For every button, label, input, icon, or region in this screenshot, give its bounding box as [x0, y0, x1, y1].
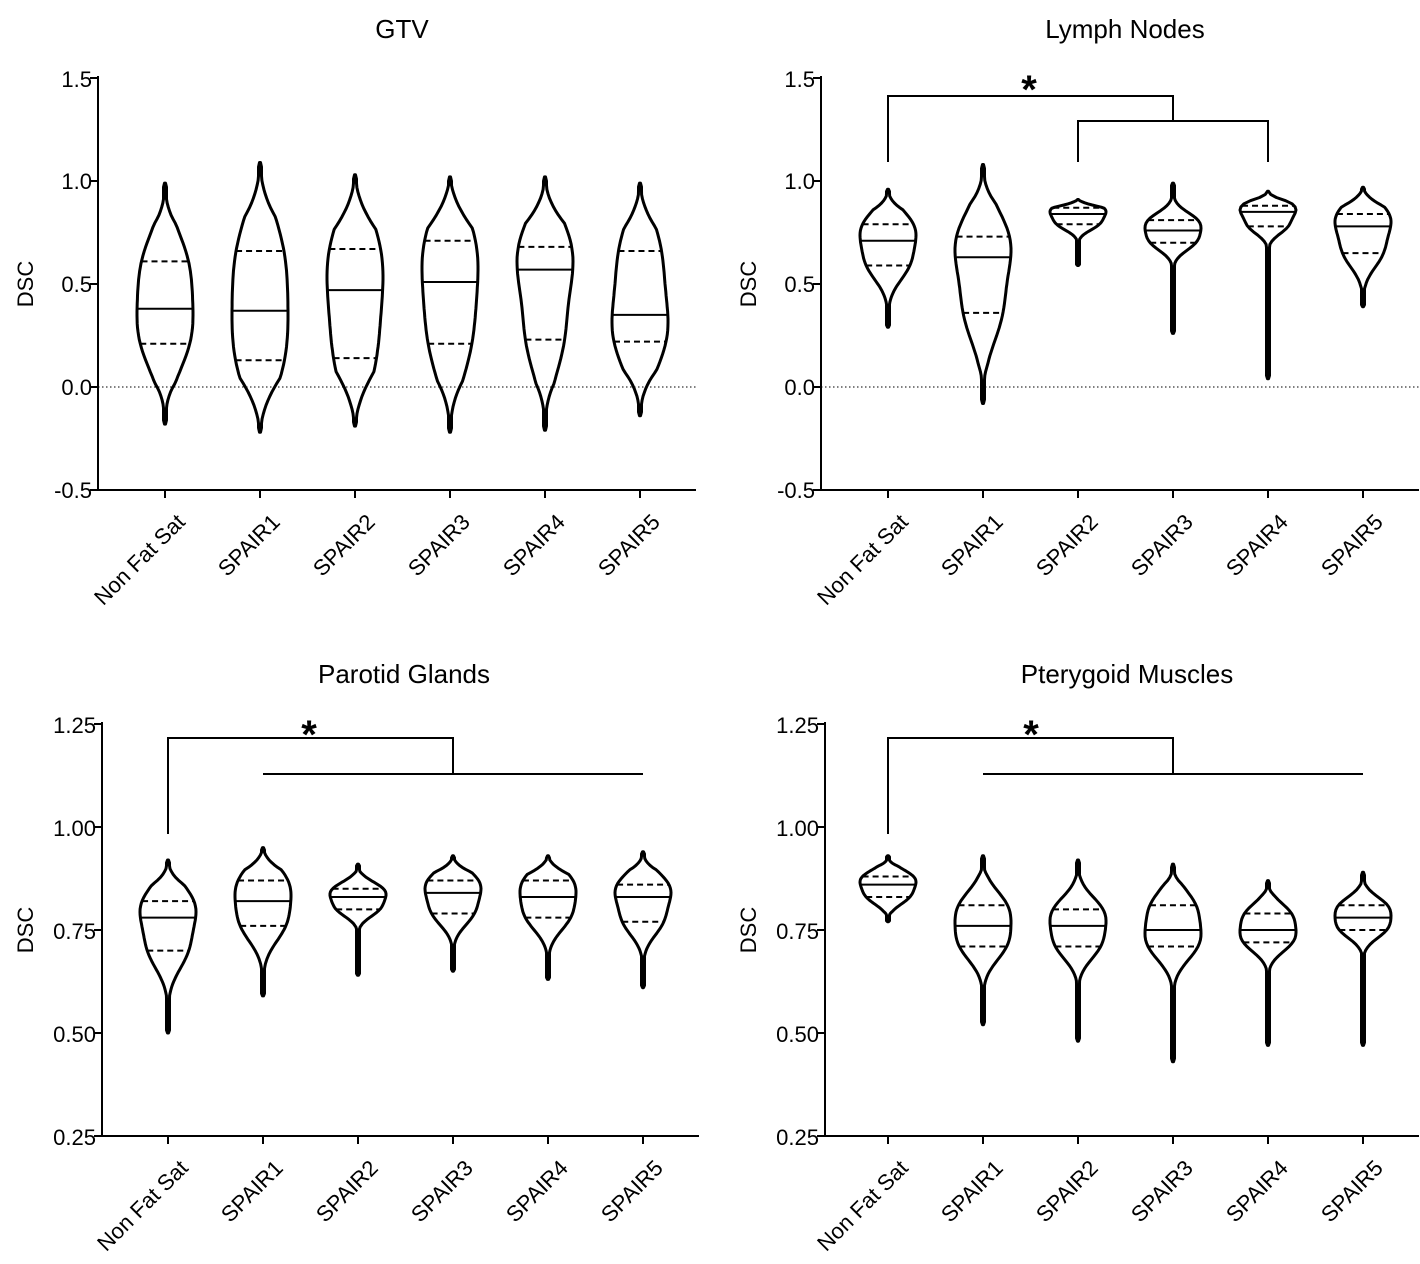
y-tick-label: -0.5 [54, 478, 92, 503]
y-tick-label: 0.0 [61, 375, 92, 400]
y-tick-label: 1.0 [61, 169, 92, 194]
violin [613, 850, 673, 990]
y-tick-label: 0.75 [776, 919, 819, 944]
x-tick-label: SPAIR1 [213, 509, 285, 581]
x-tick-label: SPAIR4 [1221, 1155, 1293, 1227]
violin [1333, 870, 1393, 1047]
violin [1238, 189, 1298, 381]
violin [1238, 879, 1298, 1047]
y-tick-label: 1.25 [776, 713, 819, 738]
y-tick-label: 1.00 [53, 816, 96, 841]
violin [325, 173, 385, 428]
violin [515, 175, 575, 432]
x-tick-label: SPAIR2 [308, 509, 380, 581]
significance-bracket [887, 95, 1174, 162]
y-tick-label: 1.25 [53, 713, 96, 738]
x-tick-label: SPAIR3 [406, 1155, 478, 1227]
x-tick-label: SPAIR2 [1031, 509, 1103, 581]
y-tick-label: 0.50 [776, 1022, 819, 1047]
y-tick-label: 0.5 [784, 272, 815, 297]
y-axis-label: DSC [13, 261, 38, 308]
y-axis-label: DSC [736, 261, 761, 308]
x-tick-label: SPAIR3 [1126, 1155, 1198, 1227]
significance-marker: * [1023, 713, 1039, 757]
x-tick-label: Non Fat Sat [812, 1155, 913, 1256]
x-tick-label: SPAIR1 [936, 1155, 1008, 1227]
x-tick-label: Non Fat Sat [812, 509, 913, 610]
significance-bracket [887, 737, 1174, 834]
violin [328, 862, 388, 977]
y-tick-label: 1.00 [776, 816, 819, 841]
chart-title: Parotid Glands [318, 659, 490, 689]
violin [858, 187, 918, 329]
x-tick-label: SPAIR4 [498, 509, 570, 581]
panel-gtv: GTV DSC 1.5 1.0 0.5 0.0 -0.5 Non Fat Sat… [13, 14, 696, 610]
violin [610, 181, 670, 418]
violin [1143, 862, 1203, 1064]
violin [1143, 181, 1203, 335]
y-tick-label: 1.0 [784, 169, 815, 194]
y-axis-label: DSC [13, 907, 38, 954]
x-tick-label: SPAIR2 [1031, 1155, 1103, 1227]
y-tick-label: 0.5 [61, 272, 92, 297]
panel-lymph-nodes: Lymph Nodes DSC 1.5 1.0 0.5 0.0 -0.5 Non… [736, 14, 1419, 610]
y-tick-label: 1.5 [61, 67, 92, 92]
x-tick-label: SPAIR5 [1316, 509, 1388, 581]
x-tick-label: Non Fat Sat [89, 509, 190, 610]
violin [858, 854, 918, 924]
x-tick-label: SPAIR5 [1316, 1155, 1388, 1227]
x-tick-label: SPAIR1 [216, 1155, 288, 1227]
violin [135, 181, 195, 426]
violin [1048, 198, 1108, 267]
y-tick-label: 0.25 [53, 1125, 96, 1150]
significance-marker: * [1021, 68, 1037, 112]
violin [953, 854, 1013, 1027]
violin [420, 175, 480, 434]
x-tick-label: Non Fat Sat [92, 1155, 193, 1256]
x-tick-label: SPAIR2 [311, 1155, 383, 1227]
violin [1048, 858, 1108, 1043]
y-axis-label: DSC [736, 907, 761, 954]
significance-bracket [167, 737, 454, 834]
significance-marker: * [301, 713, 317, 757]
x-tick-label: SPAIR5 [593, 509, 665, 581]
y-tick-label: -0.5 [777, 478, 815, 503]
panel-pterygoid-muscles: Pterygoid Muscles DSC 1.25 1.00 0.75 0.5… [736, 659, 1419, 1256]
y-tick-label: 0.0 [784, 375, 815, 400]
x-tick-label: SPAIR3 [1126, 509, 1198, 581]
chart-title: GTV [375, 14, 429, 44]
chart-title: Lymph Nodes [1045, 14, 1204, 44]
x-tick-label: SPAIR4 [501, 1155, 573, 1227]
x-tick-label: SPAIR3 [403, 509, 475, 581]
violin [423, 854, 483, 973]
x-tick-label: SPAIR4 [1221, 509, 1293, 581]
panel-parotid-glands: Parotid Glands DSC 1.25 1.00 0.75 0.50 0… [13, 659, 699, 1256]
violin [138, 858, 198, 1035]
y-tick-label: 0.75 [53, 919, 96, 944]
violin [1333, 185, 1393, 309]
chart-title: Pterygoid Muscles [1021, 659, 1233, 689]
x-tick-label: SPAIR1 [936, 509, 1008, 581]
y-tick-label: 0.25 [776, 1125, 819, 1150]
violin [233, 846, 293, 998]
significance-bracket [1077, 120, 1269, 162]
violin [953, 163, 1013, 405]
violin [518, 854, 578, 981]
violin [230, 161, 290, 434]
y-tick-label: 0.50 [53, 1022, 96, 1047]
y-tick-label: 1.5 [784, 67, 815, 92]
x-tick-label: SPAIR5 [596, 1155, 668, 1227]
